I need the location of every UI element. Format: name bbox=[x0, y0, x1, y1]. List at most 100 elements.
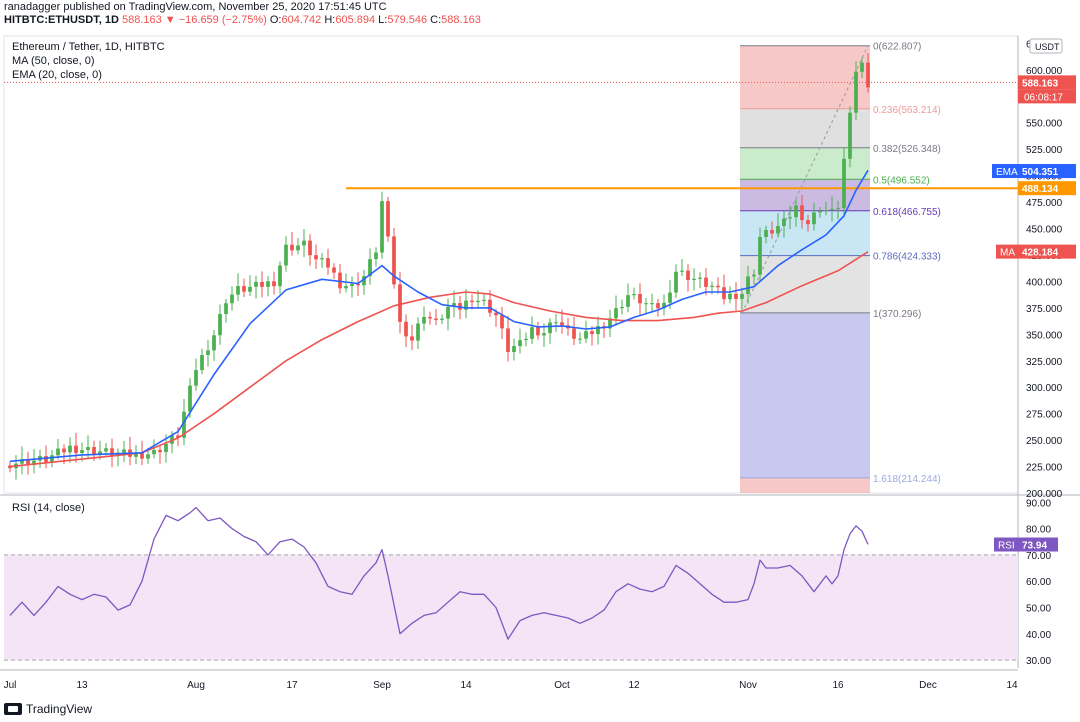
candle-body bbox=[224, 303, 228, 315]
candle-body bbox=[230, 294, 234, 304]
candle-body bbox=[698, 277, 702, 279]
currency-badge bbox=[1029, 38, 1063, 54]
chart-canvas[interactable]: 0(622.807) 0.236(563.214) 0.382(526.348) 0.… bbox=[0, 0, 1080, 698]
ema-tag-name: EMA bbox=[996, 167, 1018, 178]
rsi-tag-value: 73.94 bbox=[1022, 541, 1047, 552]
candle-body bbox=[608, 318, 612, 329]
candle-body bbox=[98, 451, 102, 455]
candle-body bbox=[746, 276, 750, 295]
price-tick-label: 225.000 bbox=[1026, 463, 1063, 474]
publish-info: ranadagger published on TradingView.com,… bbox=[4, 1, 387, 13]
candle-body bbox=[680, 270, 684, 272]
candle-body bbox=[374, 252, 378, 260]
candle-body bbox=[194, 370, 198, 386]
candle-body bbox=[206, 350, 210, 355]
ema-tag-name-bg bbox=[992, 164, 1018, 179]
symbol-label: HITBTC:ETHUSDT, 1D bbox=[4, 14, 119, 26]
candle-body bbox=[290, 244, 294, 251]
resistance-tag-value: 488.134 bbox=[1022, 184, 1059, 195]
fib-level-label-3: 0.5(496.552) bbox=[873, 175, 930, 186]
price-tick-label: 375.000 bbox=[1026, 304, 1063, 315]
candle-body bbox=[428, 316, 432, 319]
candle-body bbox=[770, 230, 774, 234]
price-tick-label: 600.000 bbox=[1026, 66, 1063, 77]
candle-body bbox=[392, 236, 396, 285]
fib-level-label-1: 0.236(563.214) bbox=[873, 105, 941, 116]
candle-body bbox=[44, 456, 48, 463]
rsi-band-fill bbox=[4, 554, 1018, 661]
last-price-text: 588.163 bbox=[121, 14, 162, 26]
chart-header: ranadagger published on TradingView.com,… bbox=[0, 0, 1080, 28]
candle-body bbox=[494, 312, 498, 316]
candle-body bbox=[548, 322, 552, 334]
candle-body bbox=[350, 283, 354, 287]
candle-body bbox=[80, 450, 84, 454]
candle-body bbox=[242, 286, 246, 292]
candle-body bbox=[446, 306, 450, 319]
ema-tag-value: 504.351 bbox=[1022, 167, 1059, 178]
candle-body bbox=[314, 255, 318, 260]
candle-body bbox=[182, 411, 186, 438]
candle-body bbox=[614, 308, 618, 319]
candle-body bbox=[554, 322, 558, 324]
candle-body bbox=[410, 336, 414, 341]
rsi-tick-label: 70.00 bbox=[1026, 551, 1051, 562]
candle-body bbox=[20, 459, 24, 464]
candle-body bbox=[488, 299, 492, 313]
last-price-tag-value: 588.163 bbox=[1022, 78, 1059, 89]
candle-body bbox=[692, 278, 696, 280]
candle-body bbox=[650, 303, 654, 305]
price-tick-label: 350.000 bbox=[1026, 330, 1063, 341]
candle-body bbox=[590, 331, 594, 335]
candle-body bbox=[656, 303, 660, 309]
candle-body bbox=[320, 258, 324, 260]
candle-body bbox=[56, 448, 60, 456]
tradingview-logo[interactable]: TradingView bbox=[4, 702, 92, 716]
rsi-line bbox=[9, 506, 869, 640]
candle-body bbox=[188, 385, 192, 412]
candle-body bbox=[794, 205, 798, 218]
brand-text: TradingView bbox=[26, 702, 93, 716]
candle-body bbox=[272, 281, 276, 287]
low-value: 579.546 bbox=[387, 14, 428, 26]
price-tick-label: 250.000 bbox=[1026, 436, 1063, 447]
candle-body bbox=[344, 286, 348, 289]
candle-body bbox=[212, 335, 216, 351]
candle-body bbox=[758, 236, 762, 275]
fib-level-label-2: 0.382(526.348) bbox=[873, 144, 941, 155]
candle-body bbox=[92, 447, 96, 455]
candle-body bbox=[236, 286, 240, 295]
candle-body bbox=[86, 447, 90, 451]
fib-band-7 bbox=[740, 477, 870, 493]
candle-body bbox=[686, 270, 690, 280]
rsi-tick-label: 90.00 bbox=[1026, 498, 1051, 509]
candle-body bbox=[218, 314, 222, 336]
candle-body bbox=[332, 267, 336, 273]
ma-tag-value: 428.184 bbox=[1022, 248, 1059, 259]
time-tick-label: 14 bbox=[1006, 680, 1018, 691]
candle-body bbox=[722, 287, 726, 300]
candle-body bbox=[464, 300, 468, 310]
candle-body bbox=[104, 448, 108, 452]
candle-body bbox=[62, 448, 66, 453]
candle-body bbox=[248, 286, 252, 292]
candle-body bbox=[560, 322, 564, 326]
fib-band-3 bbox=[740, 179, 870, 211]
fib-level-label-4: 0.618(466.755) bbox=[873, 207, 941, 218]
price-tick-label: 200.000 bbox=[1026, 489, 1063, 500]
candle-body bbox=[440, 318, 444, 320]
candle-body bbox=[482, 299, 486, 301]
candle-body bbox=[152, 449, 156, 455]
price-tick-label: 400.000 bbox=[1026, 277, 1063, 288]
time-tick-label: Aug bbox=[187, 680, 205, 691]
candle-body bbox=[134, 452, 138, 457]
candle-body bbox=[854, 71, 858, 113]
ma-tag-bg bbox=[1018, 244, 1076, 259]
candle-body bbox=[752, 274, 756, 277]
high-label: H: bbox=[324, 14, 336, 26]
countdown-bg bbox=[1018, 89, 1076, 104]
ma-tag-name-bg bbox=[996, 244, 1018, 259]
currency-label: USDT bbox=[1035, 42, 1060, 52]
candle-body bbox=[278, 265, 282, 287]
candle-body bbox=[416, 323, 420, 341]
